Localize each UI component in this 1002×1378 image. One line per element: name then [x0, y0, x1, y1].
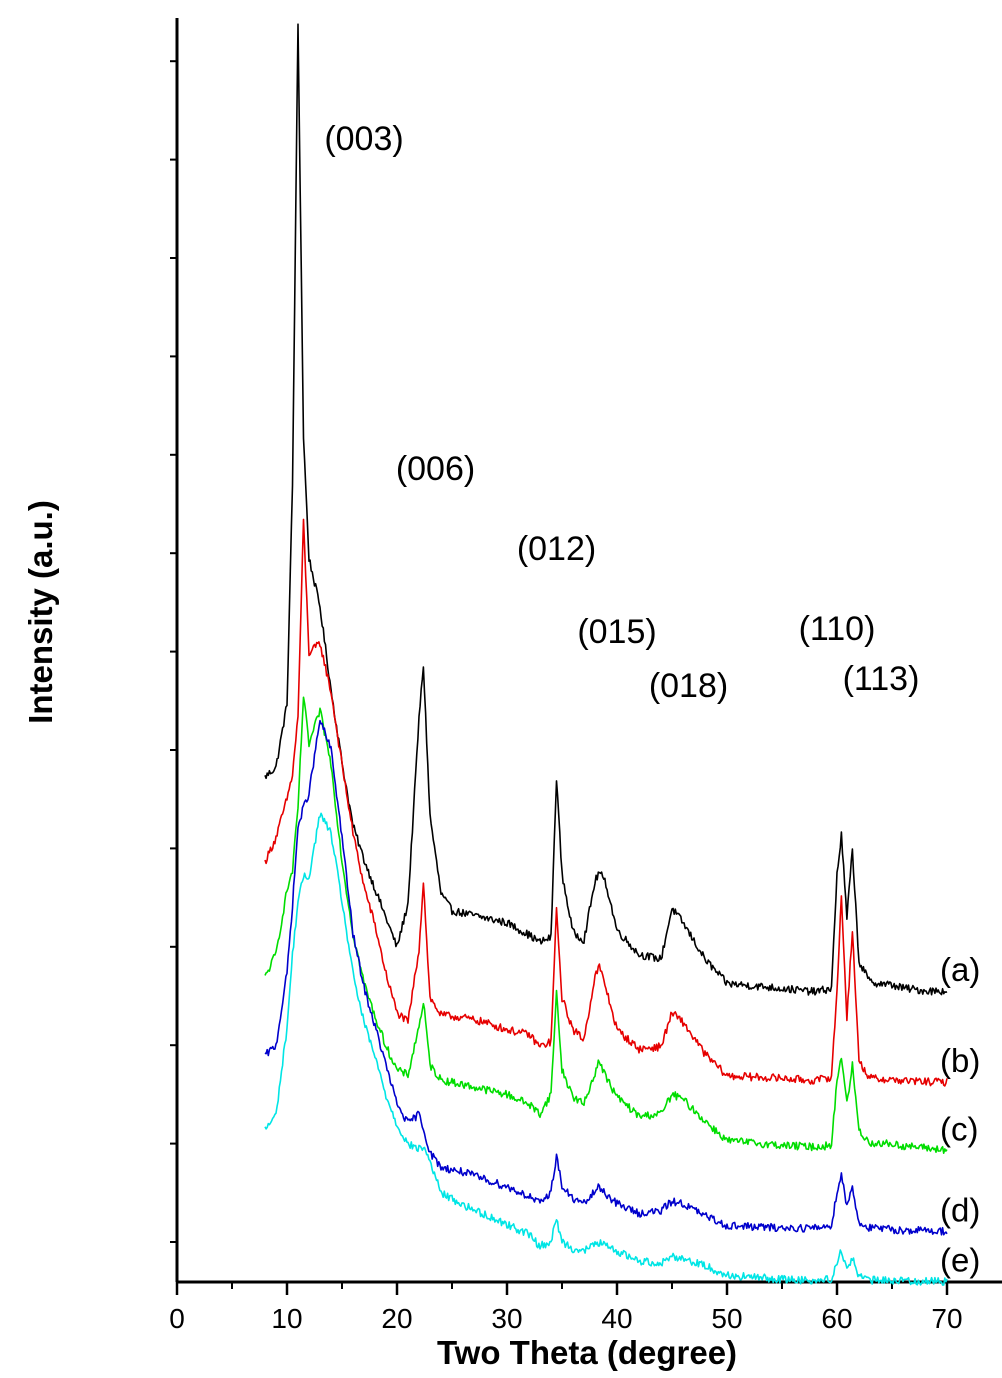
x-axis-title: Two Theta (degree)	[437, 1334, 737, 1371]
series-line-1	[264, 23, 948, 996]
x-tick-label: 40	[601, 1303, 632, 1334]
peak-label: (018)	[649, 667, 728, 705]
series-label: (d)	[940, 1191, 980, 1228]
series-layer: (a) (b) (c) (d) (e)	[264, 23, 980, 1286]
y-axis-title: Intensity (a.u.)	[22, 500, 59, 724]
series-line-3	[264, 696, 948, 1154]
series-label: (c)	[940, 1110, 978, 1147]
series-line-4	[264, 719, 948, 1236]
series-label: (a)	[940, 951, 980, 988]
x-tick-label: 0	[169, 1303, 185, 1334]
x-tick-label: 70	[931, 1303, 962, 1334]
peak-label: (006)	[396, 450, 475, 488]
peak-label: (110)	[799, 610, 876, 648]
series-label: (b)	[940, 1042, 980, 1079]
x-tick-label: 20	[381, 1303, 412, 1334]
x-tick-label: 50	[711, 1303, 742, 1334]
chart-axes: 0 10 20 30 40 50 60 70	[169, 18, 1002, 1334]
series-line-5	[264, 812, 948, 1286]
series-label: (e)	[940, 1241, 980, 1278]
x-tick-label: 60	[821, 1303, 852, 1334]
peak-label: (003)	[324, 120, 403, 158]
x-tick-label: 30	[491, 1303, 522, 1334]
series-line-2	[264, 518, 948, 1087]
x-tick-label: 10	[271, 1303, 302, 1334]
peak-labels: (003) (006) (012) (015) (018) (110) (113)	[324, 120, 919, 705]
peak-label: (012)	[517, 530, 596, 568]
peak-label: (113)	[843, 660, 920, 698]
peak-label: (015)	[577, 613, 656, 651]
